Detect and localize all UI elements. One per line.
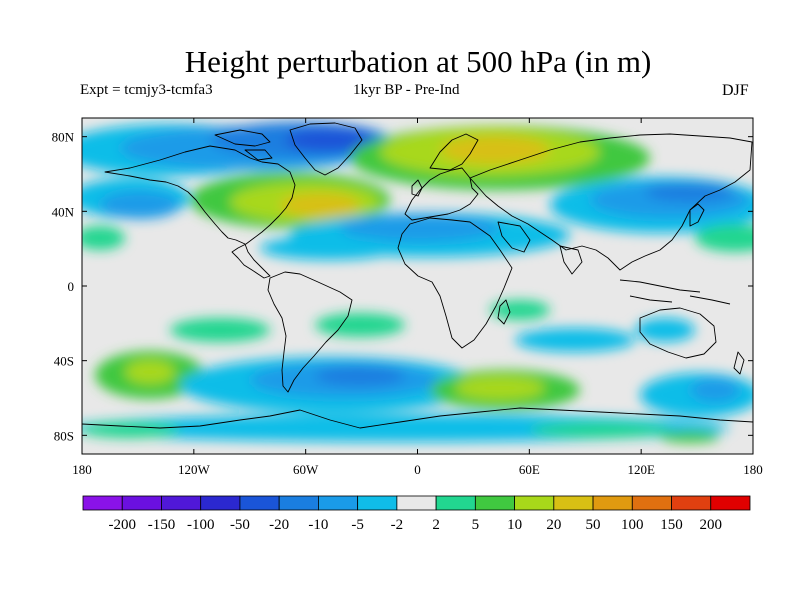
madagascar <box>497 299 511 325</box>
colorbar-label: 2 <box>432 517 440 533</box>
tropical-cyan <box>260 236 400 260</box>
latitude-axis: 80N 40N 0 40S 80S <box>52 130 753 443</box>
antarctica-coast <box>82 407 753 429</box>
australia-cyan <box>635 318 695 342</box>
s-pacific-e-blue <box>690 378 740 402</box>
colorbar-swatch <box>278 495 319 511</box>
chart-title: Height perturbation at 500 hPa (in m) <box>184 44 652 79</box>
s-atlantic-green <box>315 313 405 337</box>
colorbar-swatch <box>121 495 162 511</box>
colorbar-swatch <box>161 495 202 511</box>
colorbar: -200 -150 -100 -50 -20 -10 -5 -2 2 5 10 20 50 100 150 2… <box>82 495 751 533</box>
colorbar-label: -10 <box>308 517 328 533</box>
colorbar-swatch <box>318 495 359 511</box>
lat-tick-label: 80N <box>52 130 75 145</box>
colorbar-swatch <box>200 495 241 511</box>
colorbar-swatch <box>396 495 437 511</box>
s-atlantic-neg-deep <box>315 366 405 386</box>
colorbar-label: 5 <box>472 517 480 533</box>
lat-tick-label: 0 <box>68 279 75 294</box>
lon-tick-label: 120E <box>627 462 655 477</box>
greenland-negative-core <box>285 128 375 152</box>
colorbar-swatch <box>710 495 751 511</box>
arabia-india <box>497 221 583 275</box>
n-pacific-blue <box>100 191 180 219</box>
asia-neg-deep <box>645 182 735 202</box>
colorbar-label: -50 <box>230 517 250 533</box>
e-pacific-green <box>82 226 125 250</box>
colorbar-label: -100 <box>187 517 215 533</box>
s-pacific-pos-lime <box>125 360 175 384</box>
australia-coast <box>639 307 717 359</box>
lon-tick-label: 120W <box>178 462 211 477</box>
map-area <box>82 118 753 454</box>
longitude-axis: 180 120W 60W 0 60E 120E 180 <box>72 118 763 477</box>
eurasia-gold <box>440 136 550 164</box>
lon-tick-label: 60E <box>519 462 540 477</box>
colorbar-swatch <box>592 495 633 511</box>
period-label: 1kyr BP - Pre-Ind <box>353 82 460 98</box>
colorbar-swatch <box>82 495 123 511</box>
new-zealand <box>733 351 745 375</box>
colorbar-label: 20 <box>546 517 561 533</box>
colorbar-label: 200 <box>700 517 723 533</box>
arctic-islands <box>214 129 273 161</box>
lat-tick-label: 40S <box>54 354 74 369</box>
lon-tick-label: 0 <box>414 462 421 477</box>
contour-fills <box>82 122 753 443</box>
europe-coast <box>404 167 479 221</box>
asia-coast <box>469 133 753 271</box>
colorbar-swatch <box>671 495 712 511</box>
colorbar-label: 10 <box>507 517 522 533</box>
colorbar-label: -20 <box>269 517 289 533</box>
colorbar-swatch <box>357 495 398 511</box>
s-indian-cyan <box>515 328 635 352</box>
s-pacific-green-w <box>170 318 270 342</box>
colorbar-label: 150 <box>660 517 683 533</box>
africa-coast <box>397 217 513 349</box>
british-isles <box>411 179 423 197</box>
lon-tick-label: 180 <box>72 462 92 477</box>
lon-tick-label: 60W <box>293 462 319 477</box>
colorbar-label: 100 <box>621 517 644 533</box>
colorbar-swatch <box>553 495 594 511</box>
season-label: DJF <box>722 82 749 99</box>
colorbar-label: -200 <box>108 517 136 533</box>
colorbar-swatch <box>435 495 476 511</box>
colorbar-swatch <box>474 495 515 511</box>
colorbar-label: -150 <box>148 517 176 533</box>
lat-tick-label: 80S <box>54 428 74 443</box>
s-indian-green <box>490 300 550 320</box>
experiment-label: Expt = tcmjy3-tcmfa3 <box>80 82 213 98</box>
greenland-coast <box>289 122 363 176</box>
w-pacific-green <box>695 224 753 252</box>
north-america-coast <box>104 145 296 279</box>
antarctic-green-w <box>82 422 180 438</box>
coastlines <box>82 122 753 429</box>
n-atlantic-gold <box>280 193 360 217</box>
antarctic-green-e <box>530 422 670 438</box>
colorbar-label: -5 <box>351 517 364 533</box>
colorbar-swatch <box>631 495 672 511</box>
colorbar-swatch <box>239 495 280 511</box>
indonesia-islands <box>619 279 731 305</box>
s-indian-pos-lime <box>455 376 545 400</box>
south-america-coast <box>267 271 353 393</box>
japan-islands <box>689 203 705 227</box>
lat-tick-label: 40N <box>52 204 75 219</box>
colorbar-swatch <box>514 495 555 511</box>
antarctic-green-fe <box>660 431 720 443</box>
colorbar-label: -2 <box>391 517 404 533</box>
lon-tick-label: 180 <box>743 462 763 477</box>
colorbar-label: 50 <box>586 517 601 533</box>
scandinavia-coast <box>429 133 479 171</box>
